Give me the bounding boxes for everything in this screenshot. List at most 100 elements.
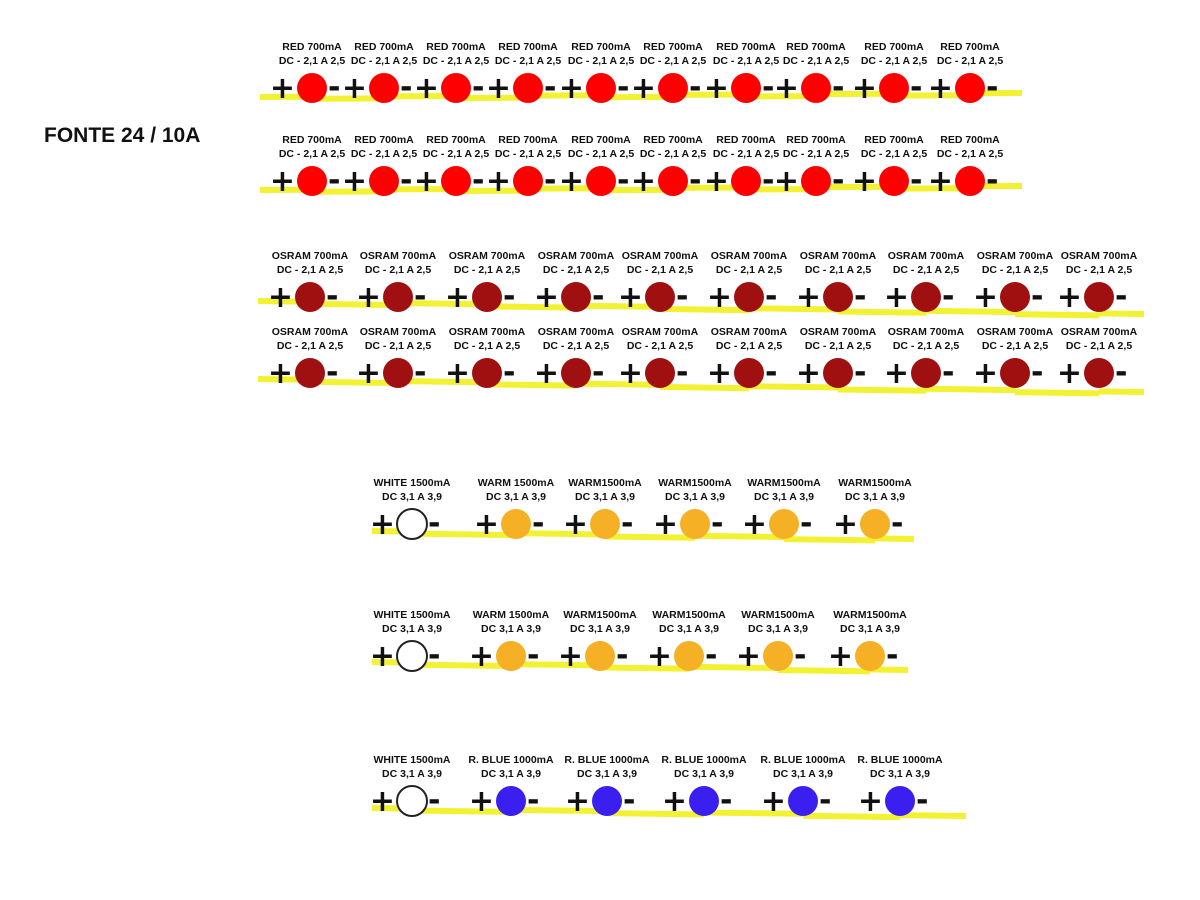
led-blue-circle [788,786,818,816]
led-label-type: R. BLUE 1000mA [661,754,747,766]
wire-segment [397,300,488,308]
plus-terminal-sign: + [858,784,883,819]
wire-segment [309,300,399,309]
led-label-type: RED 700mA [786,41,846,53]
led-label-type: RED 700mA [498,134,558,146]
wire-segment [802,812,901,821]
led-label-type: OSRAM 700mA [538,250,615,262]
wire-segment [874,535,915,542]
plus-terminal-sign: + [558,639,583,674]
led-label-type: RED 700mA [940,134,1000,146]
led-label-voltage: DC - 2,1 A 2,5 [365,264,431,276]
minus-terminal-sign: - [689,70,701,105]
led-label-voltage: DC 3,1 A 3,9 [659,623,719,635]
plus-terminal-sign: + [469,784,494,819]
led-label-voltage: DC - 2,1 A 2,5 [982,264,1048,276]
wire-segment [899,812,967,819]
led-label-type: RED 700mA [426,134,486,146]
led-label-type: RED 700mA [643,41,703,53]
wire-segment [659,305,750,314]
led-label-voltage: DC 3,1 A 3,9 [840,623,900,635]
led-label-voltage: DC - 2,1 A 2,5 [1066,340,1132,352]
led-osram-circle [734,358,764,388]
minus-terminal-sign: - [472,163,484,198]
minus-terminal-sign: - [400,163,412,198]
minus-terminal-sign: - [1115,279,1127,314]
led-label-type: OSRAM 700mA [272,250,349,262]
led-white-circle [396,640,428,672]
led-osram-circle [911,282,941,312]
wire-segment [486,303,577,311]
led-label-voltage: DC 3,1 A 3,9 [575,491,635,503]
minus-terminal-sign: - [328,163,340,198]
minus-terminal-sign: - [942,279,954,314]
plus-terminal-sign: + [565,784,590,819]
led-red-circle [731,166,761,196]
plus-terminal-sign: + [370,507,395,542]
minus-terminal-sign: - [617,163,629,198]
led-label-type: OSRAM 700mA [622,250,699,262]
plus-terminal-sign: + [486,71,511,106]
led-label-voltage: DC - 2,1 A 2,5 [783,148,849,160]
led-label-voltage: DC 3,1 A 3,9 [577,768,637,780]
led-label-voltage: DC - 2,1 A 2,5 [627,264,693,276]
led-label-voltage: DC - 2,1 A 2,5 [279,148,345,160]
minus-terminal-sign: - [762,163,774,198]
wire-segment [575,380,661,388]
minus-terminal-sign: - [986,70,998,105]
led-label-voltage: DC - 2,1 A 2,5 [713,55,779,67]
led-red-circle [955,166,985,196]
led-label-type: R. BLUE 1000mA [760,754,846,766]
plus-terminal-sign: + [973,356,998,391]
led-red-circle [297,73,327,103]
led-label-type: OSRAM 700mA [272,326,349,338]
wire-segment [688,663,779,672]
led-label-voltage: DC - 2,1 A 2,5 [277,340,343,352]
wire-segment [925,385,1016,394]
led-osram-circle [295,282,325,312]
led-osram-circle [734,282,764,312]
plus-terminal-sign: + [884,356,909,391]
plus-terminal-sign: + [342,71,367,106]
plus-terminal-sign: + [973,280,998,315]
led-label-type: RED 700mA [354,134,414,146]
minus-terminal-sign: - [705,638,717,673]
led-label-type: RED 700mA [864,134,924,146]
plus-terminal-sign: + [469,639,494,674]
minus-terminal-sign: - [916,783,928,818]
wire-segment [837,308,927,316]
led-osram-circle [1000,282,1030,312]
led-osram-circle [823,358,853,388]
wire-segment [309,378,399,387]
minus-terminal-sign: - [503,279,515,314]
led-osram-circle [561,282,591,312]
led-label-voltage: DC - 2,1 A 2,5 [365,340,431,352]
led-osram-circle [645,358,675,388]
led-label-type: OSRAM 700mA [449,250,526,262]
wire-segment [1098,310,1145,317]
led-label-type: OSRAM 700mA [977,326,1054,338]
led-label-type: RED 700mA [426,41,486,53]
plus-terminal-sign: + [704,164,729,199]
led-label-type: RED 700mA [940,41,1000,53]
led-warm-circle [763,641,793,671]
led-label-type: OSRAM 700mA [360,250,437,262]
plus-terminal-sign: + [342,164,367,199]
led-label-type: WARM 1500mA [473,609,550,621]
led-label-type: WARM1500mA [568,477,642,489]
minus-terminal-sign: - [832,70,844,105]
minus-terminal-sign: - [326,355,338,390]
minus-terminal-sign: - [886,638,898,673]
wire-segment [397,378,488,386]
minus-terminal-sign: - [616,638,628,673]
led-red-circle [441,166,471,196]
led-label-type: OSRAM 700mA [711,326,788,338]
led-osram-circle [383,282,413,312]
led-label-type: WARM1500mA [563,609,637,621]
plus-terminal-sign: + [268,356,293,391]
led-label-voltage: DC 3,1 A 3,9 [754,491,814,503]
led-label-voltage: DC 3,1 A 3,9 [870,768,930,780]
minus-terminal-sign: - [527,783,539,818]
minus-terminal-sign: - [711,506,723,541]
minus-terminal-sign: - [986,163,998,198]
